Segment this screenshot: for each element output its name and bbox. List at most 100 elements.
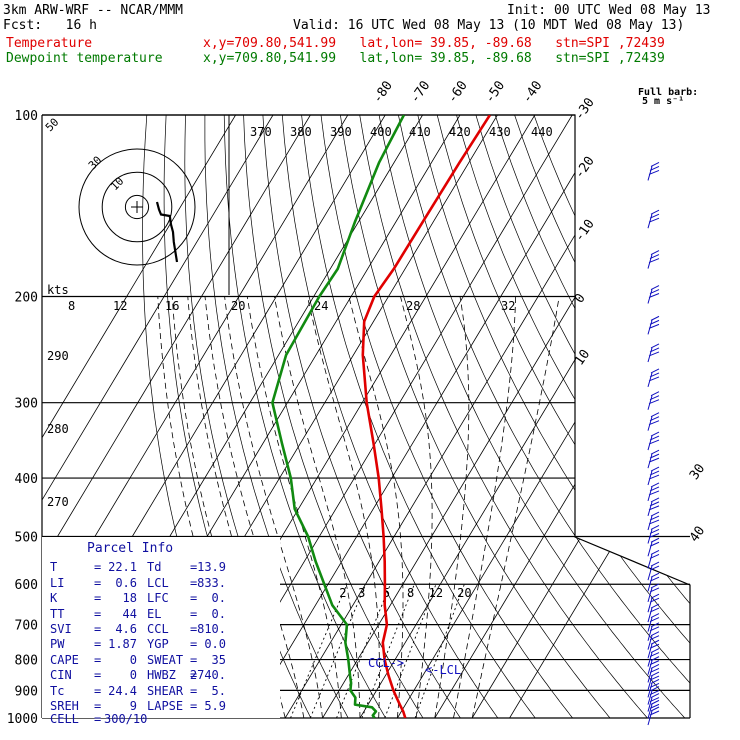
parcel-value: 35: [212, 653, 226, 667]
isotherm-label: 30: [687, 461, 708, 482]
dry-adiabat: [301, 115, 536, 718]
wind-barb: [647, 648, 660, 667]
wind-barb-shaft: [647, 678, 660, 698]
parcel-value: 810.: [197, 622, 226, 636]
forecast-hour: Fcst: 16 h: [3, 18, 97, 33]
pressure-label: 500: [15, 530, 38, 545]
dry-adiabat: [340, 115, 611, 718]
parcel-value: 9: [130, 699, 137, 713]
isotherm-line: [42, 115, 311, 718]
model-title: 3km ARW-WRF -- NCAR/MMM: [3, 3, 184, 18]
wind-barb-shaft: [647, 525, 660, 544]
pressure-label: 300: [15, 397, 38, 412]
wind-barb-shaft: [647, 511, 660, 531]
dry-adiabat: [398, 115, 690, 718]
hodograph-speed-label: 12: [113, 299, 127, 313]
wind-barb: [647, 622, 660, 641]
pressure-label: 600: [15, 578, 38, 593]
theta-label: 410: [409, 125, 431, 139]
isotherm-line: [471, 115, 690, 718]
wind-barb: [647, 699, 660, 719]
wind-barb-shaft: [647, 315, 660, 335]
hodograph-speed-label: 20: [231, 299, 245, 313]
wind-barb: [647, 561, 660, 581]
theta-label: 290: [47, 349, 69, 363]
parcel-equals: =: [190, 684, 197, 698]
isotherm-label: -10: [572, 217, 598, 245]
wind-barb-shaft: [647, 449, 660, 469]
pressure-label: 800: [15, 654, 38, 669]
wind-barb-title: Full barb:: [638, 87, 698, 98]
wind-barb-shaft: [647, 686, 660, 705]
mixing-ratio-label: 3: [358, 586, 365, 600]
wind-barb: [647, 511, 660, 531]
isotherm-line: [284, 115, 648, 718]
parcel-value: 18: [123, 591, 137, 605]
hodograph-ring-label: 30: [86, 154, 105, 173]
parcel-value: 5.: [212, 684, 226, 698]
hodograph-unit: kts: [47, 283, 69, 297]
isotherm-label: -30: [572, 95, 598, 123]
isotherm-line: [247, 115, 610, 718]
mixing-ratio-line: [290, 584, 348, 718]
theta-label: 430: [489, 125, 511, 139]
parcel-label: Tc: [50, 684, 64, 698]
wind-barb: [647, 482, 660, 502]
wind-barb: [647, 209, 660, 229]
wind-barb-shaft: [647, 561, 660, 581]
dry-adiabat: [533, 115, 690, 718]
wind-barb-shaft: [647, 631, 660, 650]
parcel-equals: =: [94, 637, 101, 651]
plot-frame: [42, 114, 691, 718]
hodograph-speed-label: 16: [165, 299, 179, 313]
parcel-value: 44: [123, 607, 137, 621]
parcel-info-title: Parcel Info: [87, 541, 173, 556]
hodograph-speed-label: 8: [68, 299, 75, 313]
isotherm-label: -40: [520, 78, 546, 106]
theta-label: 270: [47, 495, 69, 509]
parcel-label: CAPE: [50, 653, 79, 667]
dry-adiabat: [359, 115, 648, 718]
wind-barb-unit: 5 m s⁻¹: [642, 96, 684, 107]
wind-barb-shaft: [647, 391, 660, 410]
isotherm-label: -50: [482, 78, 508, 106]
wind-barb-shaft: [647, 497, 660, 517]
parcel-equals: =: [190, 576, 197, 590]
mixing-ratio-line: [336, 584, 391, 718]
wind-barb-shaft: [647, 706, 660, 726]
parcel-label: HWBZ: [147, 668, 176, 682]
parcel-value: 5.9: [204, 699, 226, 713]
parcel-value: 0.: [212, 607, 226, 621]
moist-adiabat: [307, 296, 380, 718]
parcel-label: LCL: [147, 576, 169, 590]
pressure-label: 900: [15, 684, 38, 699]
wind-barb-shaft: [647, 663, 660, 683]
wind-barb-shaft: [647, 368, 660, 388]
wind-barb-shaft: [647, 285, 660, 304]
dry-adiabat: [320, 115, 573, 718]
parcel-label: SHEAR: [147, 684, 184, 698]
valid-time: Valid: 16 UTC Wed 08 May 13 (10 MDT Wed …: [293, 18, 685, 33]
parcel-value: 24.4: [108, 684, 137, 698]
parcel-equals: =: [94, 576, 101, 590]
dewpoint-curve: [271, 115, 406, 718]
pressure-label: 100: [15, 109, 38, 124]
dry-adiabat: [243, 115, 424, 718]
wind-barb-shaft: [647, 603, 660, 623]
wind-barb-shaft: [647, 656, 660, 675]
mixing-ratio-line: [309, 584, 367, 718]
isotherm-label: -70: [408, 78, 434, 106]
wind-barb: [647, 583, 660, 603]
wind-barb: [647, 613, 660, 632]
theta-label: 420: [449, 125, 471, 139]
wind-barb-shaft: [647, 549, 660, 569]
mixing-ratio-label: 12: [429, 586, 443, 600]
wind-barb-shaft: [647, 572, 660, 592]
wind-barb-shaft: [647, 537, 660, 557]
wind-barb-shaft: [647, 583, 660, 603]
parcel-value: 2740.: [190, 668, 226, 682]
wind-barb: [647, 525, 660, 544]
parcel-equals: =: [190, 591, 197, 605]
parcel-value: 300/10: [104, 712, 147, 726]
